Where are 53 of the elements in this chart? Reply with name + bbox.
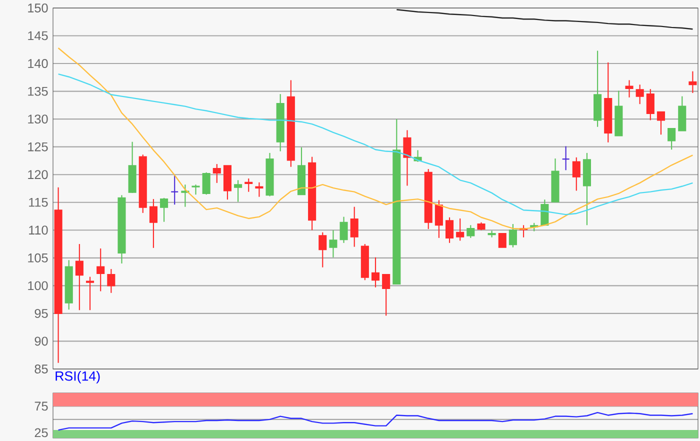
candlestick	[202, 172, 210, 196]
y-tick-label: 150	[28, 4, 48, 12]
candlestick	[181, 184, 190, 208]
y-tick-label: 85	[34, 364, 48, 374]
y-tick-label: 75	[34, 402, 48, 411]
candlestick	[382, 274, 390, 316]
y-tick-label: 110	[29, 226, 48, 235]
candlestick	[646, 88, 654, 121]
candlestick	[318, 232, 327, 268]
y-tick-label: 135	[28, 86, 48, 96]
candlestick	[255, 182, 264, 198]
y-tick-label: 105	[28, 253, 48, 262]
y-tick-label: 120	[28, 170, 48, 180]
candlestick	[456, 218, 464, 242]
candlestick	[508, 223, 517, 248]
candlestick	[572, 156, 580, 192]
candlestick	[668, 128, 676, 150]
candlestick	[656, 111, 666, 136]
y-tick-label: 95	[34, 308, 48, 318]
candlestick	[75, 243, 84, 311]
candlestick	[562, 146, 570, 171]
y-tick-label: 90	[34, 336, 48, 346]
candlestick	[636, 84, 644, 105]
candlestick	[212, 164, 221, 184]
y-tick-label: 145	[28, 31, 48, 40]
y-tick-label: 25	[34, 428, 48, 438]
line-series	[396, 9, 694, 30]
candlestick	[350, 206, 358, 248]
candlestick	[403, 130, 412, 186]
candlestick	[149, 198, 158, 248]
candlestick	[340, 216, 348, 244]
candlestick	[445, 216, 454, 244]
candlestick	[160, 197, 168, 222]
candlestick	[329, 230, 338, 258]
y-tick-label: 125	[28, 142, 48, 152]
y-tick-label: 100	[28, 281, 48, 290]
candlestick	[498, 232, 506, 248]
candlestick	[371, 256, 380, 288]
candlestick	[192, 184, 200, 196]
candlestick	[107, 268, 116, 294]
y-tick-label: 140	[28, 59, 48, 68]
candlestick	[170, 174, 179, 206]
y-tick-label: 130	[28, 114, 48, 124]
candlestick	[688, 70, 697, 94]
candlestick	[466, 224, 475, 238]
chart-title: RSI(14)	[56, 370, 100, 384]
candlestick	[434, 200, 443, 238]
candlestick	[86, 276, 94, 311]
candlestick	[625, 80, 634, 98]
candlestick	[244, 178, 253, 192]
candlestick	[234, 180, 242, 202]
y-tick-label: 115	[29, 198, 48, 207]
candlestick	[96, 248, 105, 292]
